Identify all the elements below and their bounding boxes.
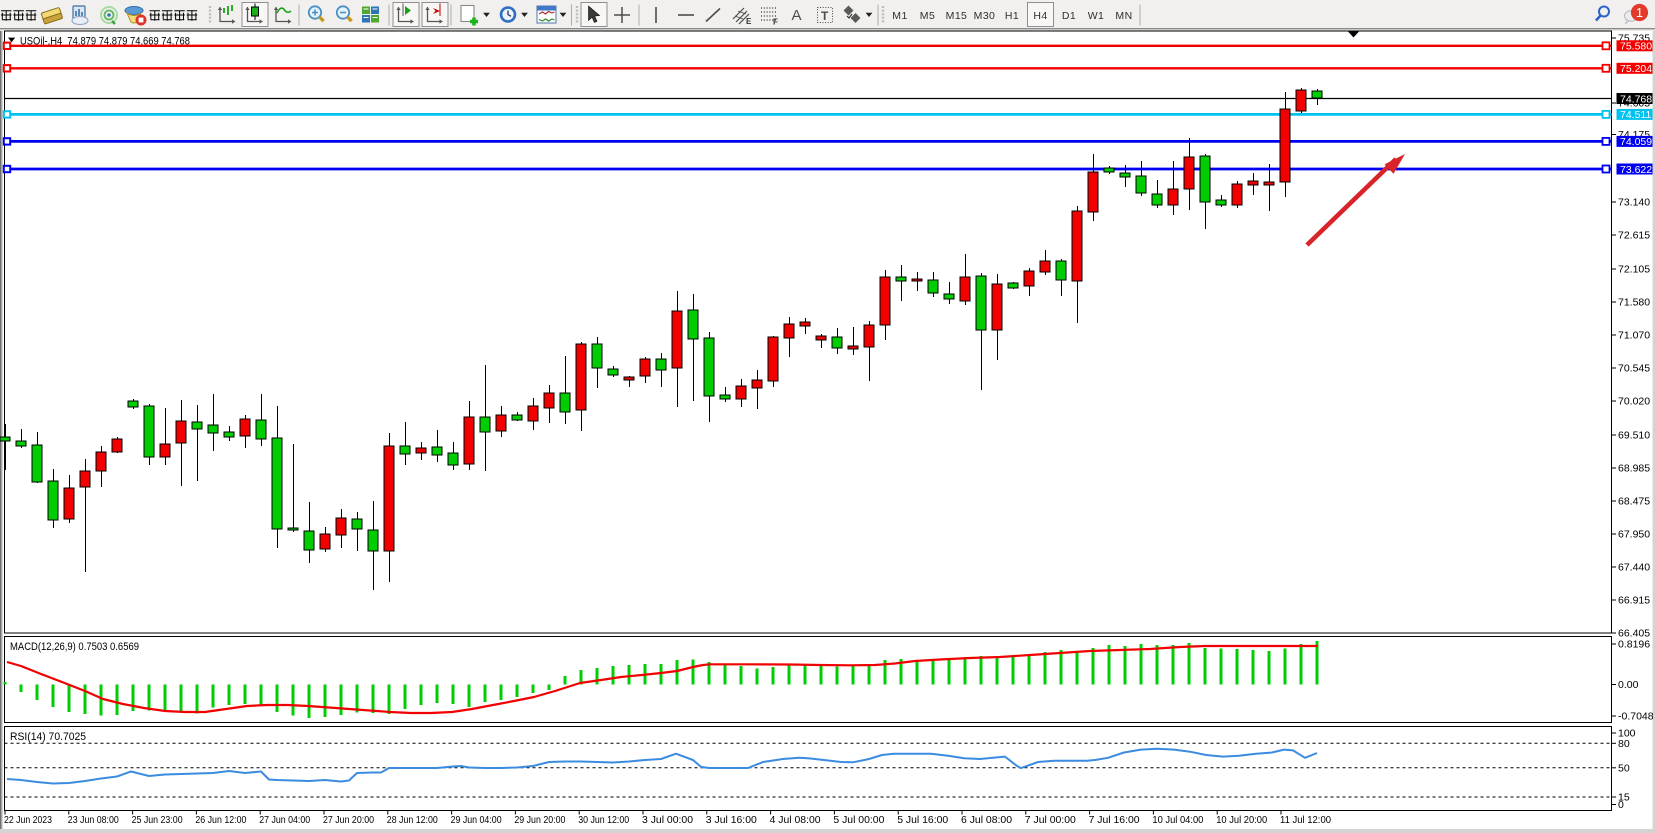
svg-text:5 Jul 16:00: 5 Jul 16:00 [897, 814, 948, 826]
svg-text:27 Jun 20:00: 27 Jun 20:00 [323, 814, 374, 826]
svg-text:30 Jun 12:00: 30 Jun 12:00 [578, 814, 629, 826]
svg-text:3 Jul 00:00: 3 Jul 00:00 [642, 814, 693, 826]
svg-text:71.580: 71.580 [1618, 297, 1650, 309]
svg-text:67.440: 67.440 [1618, 562, 1650, 574]
svg-text:28 Jun 12:00: 28 Jun 12:00 [387, 814, 438, 826]
svg-text:MN: MN [1115, 10, 1132, 22]
svg-text:6 Jul 08:00: 6 Jul 08:00 [961, 814, 1012, 826]
svg-text:0.8196: 0.8196 [1618, 639, 1650, 651]
svg-text:100: 100 [1618, 728, 1636, 740]
svg-text:7 Jul 00:00: 7 Jul 00:00 [1025, 814, 1076, 826]
svg-text:70.545: 70.545 [1618, 363, 1650, 375]
svg-text:72.105: 72.105 [1618, 264, 1650, 276]
svg-text:70.020: 70.020 [1618, 396, 1650, 408]
svg-text:75.204: 75.204 [1620, 63, 1652, 75]
svg-text:74.768: 74.768 [1620, 93, 1652, 105]
svg-text:RSI(14) 70.7025: RSI(14) 70.7025 [10, 731, 86, 743]
svg-text:-0.7048: -0.7048 [1618, 711, 1654, 723]
svg-text:M15: M15 [946, 10, 968, 22]
svg-text:67.950: 67.950 [1618, 529, 1650, 541]
svg-text:66.405: 66.405 [1618, 628, 1650, 640]
svg-text:29 Jun 04:00: 29 Jun 04:00 [451, 814, 502, 826]
svg-text:H4: H4 [1033, 10, 1047, 22]
svg-text:74.059: 74.059 [1620, 136, 1652, 148]
svg-text:11 Jul 12:00: 11 Jul 12:00 [1280, 814, 1331, 826]
svg-text:10 Jul 04:00: 10 Jul 04:00 [1152, 814, 1203, 826]
svg-text:A: A [792, 7, 802, 24]
svg-text:D1: D1 [1062, 10, 1076, 22]
svg-text:73.622: 73.622 [1620, 164, 1652, 176]
svg-text:23 Jun 08:00: 23 Jun 08:00 [68, 814, 119, 826]
svg-text:M5: M5 [920, 10, 935, 22]
svg-text:29 Jun 20:00: 29 Jun 20:00 [514, 814, 565, 826]
svg-text:M30: M30 [974, 10, 996, 22]
svg-text:71.070: 71.070 [1618, 330, 1650, 342]
svg-text:7 Jul 16:00: 7 Jul 16:00 [1089, 814, 1140, 826]
svg-text:27 Jun 04:00: 27 Jun 04:00 [259, 814, 310, 826]
svg-text:0: 0 [1618, 799, 1624, 811]
svg-text:66.915: 66.915 [1618, 595, 1650, 607]
svg-text:50: 50 [1618, 762, 1630, 774]
svg-text:USOil-,H4 74.879 74.879 74.66: USOil-,H4 74.879 74.879 74.669 74.768 [20, 36, 190, 48]
svg-text:10 Jul 20:00: 10 Jul 20:00 [1216, 814, 1267, 826]
svg-text:74.511: 74.511 [1620, 109, 1651, 121]
svg-text:1: 1 [1636, 5, 1643, 20]
svg-text:22 Jun 2023: 22 Jun 2023 [4, 814, 52, 826]
svg-text:80: 80 [1618, 738, 1630, 750]
svg-text:F: F [773, 18, 778, 27]
svg-text:H1: H1 [1005, 10, 1019, 22]
svg-text:72.615: 72.615 [1618, 230, 1650, 242]
svg-text:69.510: 69.510 [1618, 430, 1650, 442]
svg-text:4 Jul 08:00: 4 Jul 08:00 [770, 814, 821, 826]
svg-text:W1: W1 [1088, 10, 1105, 22]
svg-text:0.00: 0.00 [1618, 679, 1639, 691]
svg-text:T: T [821, 9, 829, 23]
svg-text:26 Jun 12:00: 26 Jun 12:00 [195, 814, 246, 826]
svg-text:M1: M1 [892, 10, 907, 22]
svg-text:MACD(12,26,9) 0.7503 0.6569: MACD(12,26,9) 0.7503 0.6569 [10, 641, 139, 653]
svg-text:25 Jun 23:00: 25 Jun 23:00 [132, 814, 183, 826]
svg-text:E: E [746, 17, 752, 26]
svg-text:75.580: 75.580 [1620, 41, 1652, 53]
svg-text:5 Jul 00:00: 5 Jul 00:00 [833, 814, 884, 826]
svg-text:15: 15 [1618, 792, 1630, 804]
svg-text:3 Jul 16:00: 3 Jul 16:00 [706, 814, 757, 826]
svg-text:73.140: 73.140 [1618, 197, 1650, 209]
svg-text:68.985: 68.985 [1618, 463, 1650, 475]
svg-text:68.475: 68.475 [1618, 496, 1650, 508]
